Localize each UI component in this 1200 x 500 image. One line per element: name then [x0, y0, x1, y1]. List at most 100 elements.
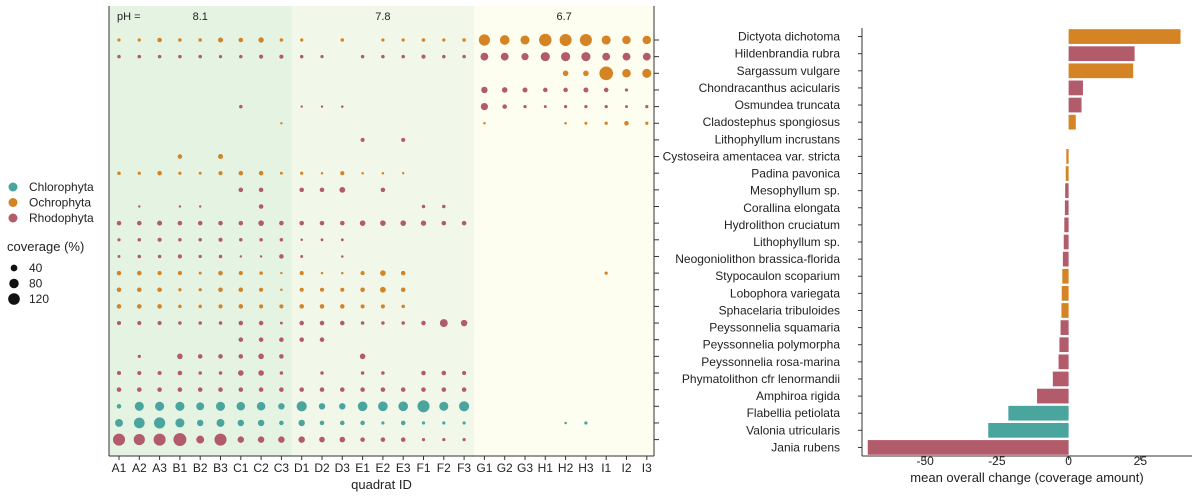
bubble-hildenbrandia-rubra-F1 — [421, 54, 426, 59]
bubble-valonia-utricularis-E1 — [360, 420, 365, 426]
bubble-stypocaulon-scoparium-C1 — [238, 271, 243, 276]
x-tick-label-I3: I3 — [642, 461, 652, 475]
bubble-mesophyllum-sp--E2 — [380, 187, 386, 193]
bubble-dictyota-dichotoma-H3 — [579, 33, 592, 47]
bubble-hildenbrandia-rubra-H2 — [561, 52, 571, 62]
bar-sargassum-vulgare — [1068, 63, 1134, 79]
bubble-jania-rubens-E2 — [380, 437, 386, 442]
bubble-stypocaulon-scoparium-D3 — [341, 271, 344, 275]
bubble-lithophyllum-sp--D3 — [340, 238, 344, 242]
bubble-phymatolithon-cfr-lenormandii-A3 — [157, 370, 162, 376]
bubble-sphacelaria-tribuloides-C3 — [279, 304, 284, 309]
bubble-sphacelaria-tribuloides-D1 — [299, 304, 304, 309]
bubble-jania-rubens-A3 — [153, 433, 166, 446]
bar-osmundea-truncata — [1068, 97, 1082, 113]
bubble-flabellia-petiolata-C1 — [236, 402, 246, 411]
bubble-flabellia-petiolata-D3 — [339, 403, 346, 410]
bubble-chart-panel: 8.1 7.8 6.7 pH = A1 A2 A3 B1 B2 B3 C1 C2 C3 D1 D2 D3 E1 E… — [108, 6, 659, 492]
bubble-jania-rubens-F1 — [421, 437, 426, 442]
bubble-dictyota-dichotoma-D3 — [340, 38, 345, 42]
bar-padina-pavonica — [1065, 166, 1069, 181]
bar-category-label: Jania rubens — [771, 440, 840, 454]
bubble-chondracanthus-acicularis-H3 — [583, 87, 589, 93]
bubble-flabellia-petiolata-F2 — [439, 401, 449, 411]
bubble-valonia-utricularis-B3 — [216, 419, 225, 427]
bubble-osmundea-truncata-I2 — [625, 105, 628, 109]
bubble-amphiroa-rigida-F3 — [461, 387, 467, 392]
bubble-flabellia-petiolata-A2 — [134, 401, 144, 411]
bubble-valonia-utricularis-E3 — [400, 420, 406, 426]
bubble-jania-rubens-E1 — [360, 437, 365, 442]
bubble-hydrolithon-cruciatum-F1 — [420, 220, 427, 226]
bubble-lithophyllum-sp--B3 — [218, 237, 223, 242]
bubble-peyssonnelia-squamaria-C3 — [279, 321, 283, 325]
bubble-peyssonnelia-squamaria-E1 — [360, 321, 365, 325]
bubble-hildenbrandia-rubra-G3 — [521, 53, 529, 61]
bar-category-label: Neogoniolithon brassica-florida — [675, 252, 840, 266]
bubble-lithophyllum-sp--A2 — [137, 238, 142, 242]
bar-peyssonnelia-polymorpha — [1059, 337, 1069, 353]
bubble-padina-pavonica-E2 — [381, 171, 385, 175]
legend-size-label-80: 80 — [29, 277, 43, 291]
bubble-amphiroa-rigida-E3 — [400, 387, 406, 392]
bubble-jania-rubens-F2 — [442, 437, 446, 442]
bubble-hildenbrandia-rubra-A1 — [117, 54, 121, 59]
bubble-osmundea-truncata-G3 — [523, 104, 527, 109]
bubble-peyssonnelia-polymorpha-D1 — [299, 337, 304, 342]
bubble-neogoniolithon-brassica-florida-D1 — [300, 255, 304, 258]
bar-category-label: Cladostephus spongiosus — [703, 115, 840, 129]
x-tick-label-F1: F1 — [416, 461, 430, 475]
bubble-hydrolithon-cruciatum-E3 — [400, 220, 406, 226]
bubble-lithophyllum-sp--A1 — [117, 238, 121, 242]
bubble-dictyota-dichotoma-C2 — [258, 37, 264, 43]
bubble-hildenbrandia-rubra-D1 — [299, 54, 304, 59]
bubble-lithophyllum-incrustans-E3 — [401, 137, 406, 142]
bar-category-label: Hydrolithon cruciatum — [724, 218, 840, 232]
bubble-sargassum-vulgare-I1 — [599, 66, 614, 81]
bubble-valonia-utricularis-C3 — [279, 420, 284, 426]
bubble-hildenbrandia-rubra-B2 — [198, 54, 202, 59]
bubble-jania-rubens-B2 — [196, 435, 205, 444]
x-tick-label-G2: G2 — [497, 461, 513, 475]
bubble-padina-pavonica-C2 — [258, 170, 264, 176]
bubble-hildenbrandia-rubra-D2 — [320, 55, 324, 59]
bubble-lithophyllum-incrustans-E1 — [360, 137, 365, 142]
legend-label-rhodophyta: Rhodophyta — [29, 211, 94, 225]
bubble-neogoniolithon-brassica-florida-A2 — [137, 254, 142, 259]
bubble-phymatolithon-cfr-lenormandii-E2 — [381, 371, 385, 375]
bubble-flabellia-petiolata-C2 — [256, 402, 266, 411]
bubble-valonia-utricularis-F3 — [462, 421, 466, 425]
bubble-corallina-elongata-C2 — [258, 204, 264, 209]
bubble-flabellia-petiolata-E3 — [398, 401, 409, 412]
legend-key-rhodophyta — [8, 213, 18, 223]
bubble-chondracanthus-acicularis-I1 — [603, 87, 609, 93]
x-tick-label-A3: A3 — [152, 461, 167, 475]
bubble-jania-rubens-D2 — [319, 436, 325, 443]
bubble-hildenbrandia-rubra-B1 — [178, 54, 182, 59]
bubble-mesophyllum-sp--D2 — [319, 187, 325, 193]
bubble-padina-pavonica-C1 — [238, 170, 244, 176]
bubble-sphacelaria-tribuloides-D3 — [340, 304, 345, 309]
bubble-phymatolithon-cfr-lenormandii-C1 — [238, 370, 244, 376]
bubble-neogoniolithon-brassica-florida-D3 — [341, 255, 344, 258]
bubble-hildenbrandia-rubra-G2 — [500, 52, 509, 61]
bubble-jania-rubens-C2 — [257, 436, 265, 443]
legend-size-label-120: 120 — [29, 292, 49, 306]
bubble-hildenbrandia-rubra-E2 — [381, 54, 385, 59]
bubble-valonia-utricularis-A3 — [154, 417, 166, 429]
bubble-flabellia-petiolata-A1 — [116, 404, 122, 409]
bar-category-label: Stypocaulon scoparium — [715, 269, 840, 283]
bubble-lithophyllum-sp--B2 — [198, 238, 202, 242]
bubble-osmundea-truncata-D1 — [300, 105, 303, 108]
bar-category-label: Peyssonnelia rosa-marina — [701, 355, 840, 369]
bubble-peyssonnelia-rosa-marina-B1 — [177, 353, 183, 360]
bubble-amphiroa-rigida-F1 — [421, 387, 426, 392]
bubble-peyssonnelia-squamaria-B3 — [218, 321, 223, 325]
x-tick-label-A2: A2 — [132, 461, 147, 475]
bar-category-label: Lithophyllum sp. — [753, 235, 840, 249]
bubble-phymatolithon-cfr-lenormandii-D2 — [320, 371, 324, 375]
x-tick-label-E2: E2 — [376, 461, 391, 475]
bubble-sphacelaria-tribuloides-C2 — [259, 304, 264, 309]
bubble-stypocaulon-scoparium-C3 — [280, 271, 283, 275]
bubble-amphiroa-rigida-C2 — [258, 387, 264, 392]
